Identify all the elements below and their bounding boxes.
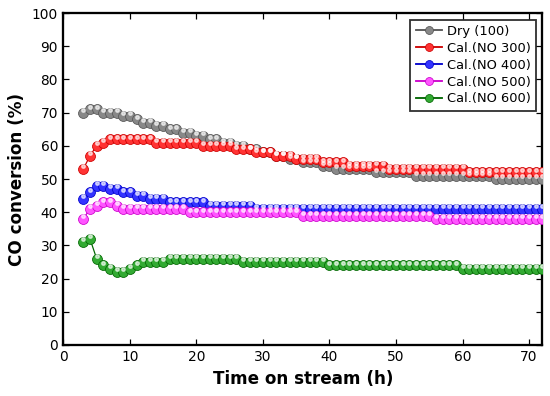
Line: Cal.(NO 300): Cal.(NO 300) [78,134,547,177]
Dry (100) [479,173,486,178]
Cal.(NO 600) [233,256,240,261]
Cal.(NO 400) [253,206,260,211]
Cal.(NO 400) [539,206,546,211]
Cal.(NO 400) [346,206,353,211]
X-axis label: Time on stream (h): Time on stream (h) [213,370,393,388]
Cal.(NO 500) [193,210,200,215]
Cal.(NO 500) [100,200,107,205]
Cal.(NO 400) [94,183,100,188]
Y-axis label: CO conversion (%): CO conversion (%) [8,92,26,266]
Cal.(NO 500) [479,217,486,221]
Cal.(NO 400) [486,206,492,211]
Cal.(NO 400) [193,200,200,205]
Cal.(NO 500) [227,210,233,215]
Dry (100) [87,107,94,112]
Cal.(NO 600) [486,266,492,271]
Cal.(NO 600) [200,256,206,261]
Cal.(NO 300) [466,170,472,175]
Cal.(NO 600) [80,240,86,244]
Cal.(NO 500) [80,217,86,221]
Cal.(NO 300) [193,140,200,145]
Line: Cal.(NO 400): Cal.(NO 400) [78,181,547,214]
Dry (100) [146,120,153,125]
Cal.(NO 300) [486,170,492,175]
Cal.(NO 400) [286,206,293,211]
Cal.(NO 600) [87,236,94,241]
Dry (100) [227,140,233,145]
Cal.(NO 500) [339,213,346,218]
Cal.(NO 400) [80,196,86,201]
Cal.(NO 600) [153,260,160,265]
Cal.(NO 600) [286,260,293,265]
Cal.(NO 500) [146,206,153,211]
Cal.(NO 300) [80,167,86,171]
Line: Dry (100): Dry (100) [78,105,547,184]
Dry (100) [339,167,346,171]
Cal.(NO 300) [227,143,233,148]
Legend: Dry (100), Cal.(NO 300), Cal.(NO 400), Cal.(NO 500), Cal.(NO 600): Dry (100), Cal.(NO 300), Cal.(NO 400), C… [410,20,536,110]
Cal.(NO 300) [339,160,346,165]
Dry (100) [279,153,286,158]
Cal.(NO 300) [539,170,546,175]
Cal.(NO 300) [146,137,153,142]
Dry (100) [193,133,200,138]
Cal.(NO 500) [539,217,546,221]
Cal.(NO 400) [146,196,153,201]
Cal.(NO 400) [227,203,233,208]
Line: Cal.(NO 600): Cal.(NO 600) [78,234,547,277]
Cal.(NO 600) [539,266,546,271]
Dry (100) [492,177,499,181]
Dry (100) [539,177,546,181]
Cal.(NO 500) [472,217,479,221]
Cal.(NO 300) [107,137,113,142]
Cal.(NO 600) [346,263,353,268]
Dry (100) [80,110,86,115]
Cal.(NO 600) [113,270,120,274]
Cal.(NO 300) [279,153,286,158]
Line: Cal.(NO 500): Cal.(NO 500) [78,197,547,224]
